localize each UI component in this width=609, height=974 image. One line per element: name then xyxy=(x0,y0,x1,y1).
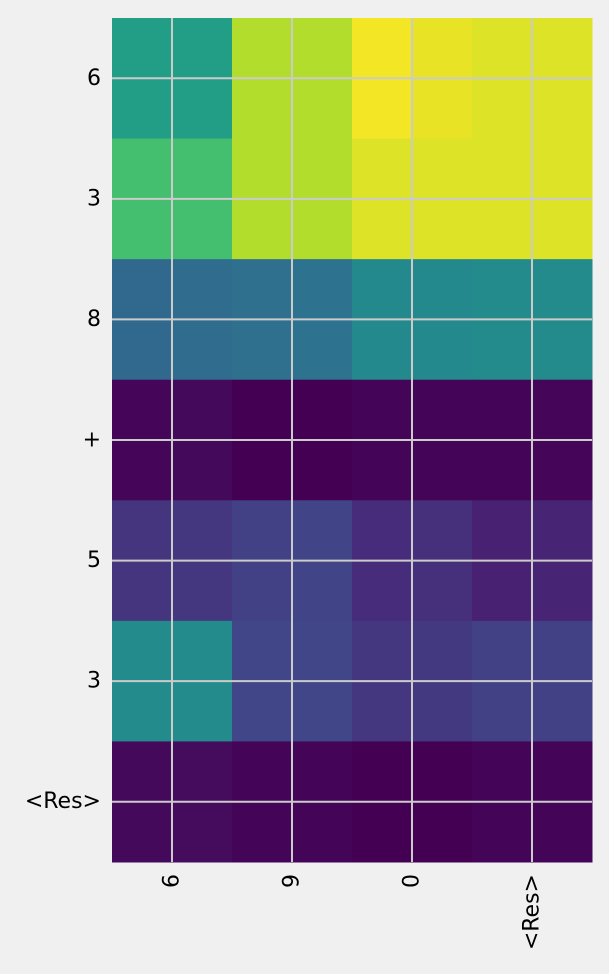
y-tick-label: 8 xyxy=(87,307,101,332)
x-tick-label: 9 xyxy=(280,874,305,888)
y-tick-label: <Res> xyxy=(25,789,101,814)
y-tick-label: + xyxy=(83,428,101,453)
x-tick-labels: 6 9 0 <Res> xyxy=(160,874,545,950)
x-tick-label: 0 xyxy=(400,874,425,888)
x-tick-label: <Res> xyxy=(520,874,545,950)
grid-lines xyxy=(112,18,592,862)
y-tick-label: 3 xyxy=(87,669,101,694)
y-tick-label: 5 xyxy=(87,548,101,573)
y-tick-label: 6 xyxy=(87,66,101,91)
y-tick-labels: 6 3 8 +5 3 <Res> xyxy=(25,66,101,814)
y-tick-label: 3 xyxy=(87,186,101,211)
x-tick-label: 6 xyxy=(160,874,185,888)
